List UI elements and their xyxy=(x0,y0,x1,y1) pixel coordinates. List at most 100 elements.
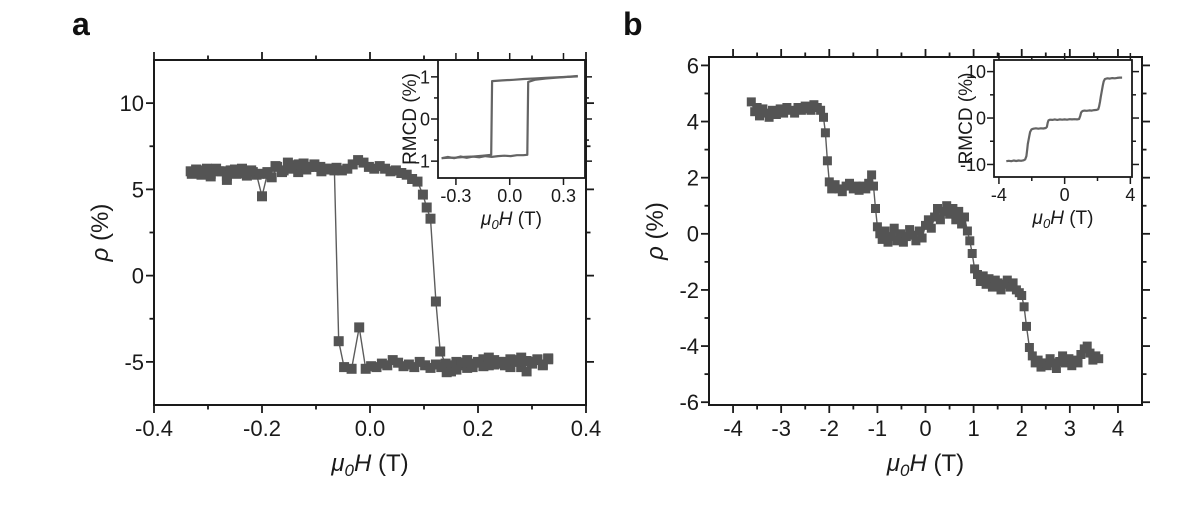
data-marker xyxy=(398,361,409,372)
data-marker xyxy=(1076,350,1086,359)
data-marker xyxy=(954,206,964,216)
data-marker xyxy=(527,358,537,369)
data-marker xyxy=(914,226,924,236)
data-marker xyxy=(473,356,483,367)
data-marker xyxy=(962,226,972,236)
data-marker xyxy=(374,161,385,172)
data-marker xyxy=(336,165,347,176)
data-marker xyxy=(1085,348,1095,358)
x-tick-label: -0.3 xyxy=(440,186,471,206)
x-tick-label: 0.0 xyxy=(497,186,522,206)
data-marker xyxy=(446,360,456,371)
data-marker xyxy=(752,103,762,112)
data-marker xyxy=(975,277,985,286)
data-marker xyxy=(430,359,441,370)
data-marker xyxy=(246,165,257,176)
data-marker xyxy=(266,172,277,183)
data-marker xyxy=(451,356,462,367)
data-marker xyxy=(996,285,1006,295)
x-tick-label: -0.4 xyxy=(135,416,173,441)
data-marker xyxy=(1024,343,1034,352)
data-marker xyxy=(425,213,436,224)
data-marker xyxy=(505,354,516,365)
y-tick-label: 5 xyxy=(132,177,144,202)
x-tick-label: -1 xyxy=(868,416,888,441)
y-tick-label: 1 xyxy=(420,67,430,87)
data-marker xyxy=(1002,275,1012,285)
data-marker xyxy=(462,362,473,373)
data-marker xyxy=(901,232,911,242)
data-marker xyxy=(238,168,249,178)
data-marker xyxy=(185,166,196,177)
data-marker xyxy=(908,230,917,240)
data-marker xyxy=(755,111,764,121)
data-marker xyxy=(978,271,988,281)
data-marker xyxy=(308,161,319,172)
data-marker xyxy=(451,364,462,375)
data-marker xyxy=(278,165,289,176)
data-marker xyxy=(333,336,344,347)
data-marker xyxy=(935,215,945,225)
y-axis-label: RMCD (%) xyxy=(400,73,421,165)
data-marker xyxy=(435,346,446,357)
data-marker xyxy=(324,163,334,174)
series-rmcd-sweep-up xyxy=(441,75,578,160)
panel-b-inset: -4 0 4 -10 0 10 μ0H (T) RMCD (%) xyxy=(956,53,1139,231)
data-marker xyxy=(421,202,432,213)
data-marker xyxy=(926,223,936,233)
data-marker xyxy=(390,165,401,176)
data-marker xyxy=(301,164,312,175)
data-marker xyxy=(505,362,516,373)
data-marker xyxy=(387,355,398,366)
data-marker xyxy=(905,225,915,235)
data-marker xyxy=(824,177,834,187)
x-axis-label: μ0H (T) xyxy=(1032,208,1094,231)
data-marker xyxy=(414,356,425,367)
data-marker xyxy=(1008,278,1018,288)
y-tick-label: 0 xyxy=(976,109,986,129)
y-tick-label: 0 xyxy=(687,222,699,247)
series-sweep-down xyxy=(190,163,549,373)
data-marker xyxy=(1033,355,1043,365)
data-marker xyxy=(363,161,374,172)
data-marker xyxy=(764,112,774,122)
data-marker xyxy=(500,360,510,371)
y-axis-label: ρ (%) xyxy=(642,202,669,261)
data-marker xyxy=(537,360,548,371)
plot-frame xyxy=(708,56,1143,406)
x-tick-label: -0.2 xyxy=(243,416,281,441)
y-tick-label: 2 xyxy=(687,166,699,191)
data-marker xyxy=(543,353,554,364)
data-marker xyxy=(877,234,887,244)
data-marker xyxy=(960,212,969,222)
data-marker xyxy=(396,168,407,178)
data-marker xyxy=(478,361,489,372)
data-marker xyxy=(822,156,832,166)
panel-a-letter: a xyxy=(72,6,90,42)
data-marker xyxy=(329,165,340,176)
data-marker xyxy=(532,354,543,365)
x-tick-label: 0.3 xyxy=(551,186,576,206)
data-marker xyxy=(790,108,800,118)
data-marker xyxy=(262,167,273,178)
data-marker xyxy=(746,97,756,107)
data-marker xyxy=(521,366,532,377)
data-marker xyxy=(441,367,452,378)
data-marker xyxy=(257,191,267,202)
y-tick-label: 10 xyxy=(966,62,986,82)
data-marker xyxy=(316,166,327,177)
y-tick-label: 10 xyxy=(120,91,144,116)
data-marker xyxy=(425,362,436,373)
x-axis-label: μ0H (T) xyxy=(330,450,408,480)
x-tick-label: 0.4 xyxy=(571,416,602,441)
data-marker xyxy=(369,163,380,174)
data-marker xyxy=(973,270,982,279)
data-marker xyxy=(221,170,232,181)
data-marker xyxy=(510,356,521,367)
data-marker xyxy=(970,264,980,274)
data-marker xyxy=(1082,341,1092,351)
plot-frame xyxy=(437,59,586,179)
data-marker xyxy=(872,222,882,232)
data-marker xyxy=(293,159,304,170)
